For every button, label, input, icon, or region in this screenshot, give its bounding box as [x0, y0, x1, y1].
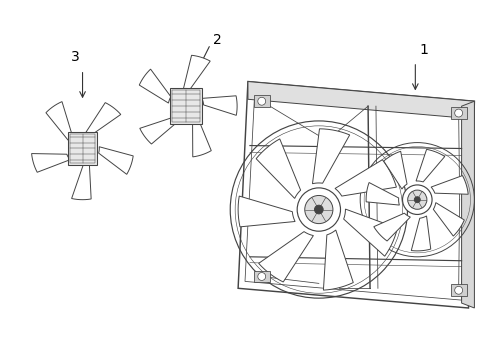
Bar [254, 95, 270, 107]
Bar [451, 107, 466, 119]
Polygon shape [238, 196, 295, 227]
Polygon shape [202, 96, 237, 115]
Polygon shape [248, 82, 474, 119]
Circle shape [455, 109, 463, 117]
Polygon shape [259, 231, 314, 282]
Polygon shape [46, 102, 72, 140]
Polygon shape [323, 230, 353, 290]
Polygon shape [433, 203, 465, 236]
Bar [68, 132, 98, 165]
Polygon shape [183, 55, 210, 89]
Bar [254, 271, 270, 282]
Polygon shape [374, 213, 410, 241]
Circle shape [258, 97, 266, 105]
Polygon shape [31, 154, 70, 172]
Polygon shape [98, 147, 133, 174]
Circle shape [297, 188, 341, 231]
Bar [70, 134, 96, 163]
Polygon shape [416, 149, 445, 182]
Bar [170, 89, 202, 124]
Polygon shape [462, 101, 474, 308]
Polygon shape [343, 209, 397, 256]
Polygon shape [238, 82, 474, 308]
Polygon shape [72, 164, 91, 200]
Polygon shape [384, 151, 407, 189]
Polygon shape [335, 160, 396, 196]
Circle shape [455, 286, 463, 294]
Polygon shape [366, 183, 399, 205]
Circle shape [415, 197, 420, 203]
Polygon shape [86, 103, 121, 135]
Polygon shape [411, 216, 431, 251]
Polygon shape [140, 118, 177, 144]
Polygon shape [256, 139, 301, 198]
Bar [172, 90, 200, 122]
Polygon shape [139, 69, 171, 103]
Bar [451, 284, 466, 296]
Text: 3: 3 [71, 50, 79, 64]
Circle shape [402, 185, 432, 215]
Polygon shape [313, 129, 350, 184]
Polygon shape [431, 176, 468, 194]
Circle shape [408, 190, 427, 209]
Text: 1: 1 [419, 43, 428, 57]
Circle shape [305, 195, 333, 224]
Circle shape [258, 273, 266, 280]
Polygon shape [193, 119, 211, 157]
Text: 2: 2 [213, 33, 221, 47]
Circle shape [315, 205, 323, 214]
